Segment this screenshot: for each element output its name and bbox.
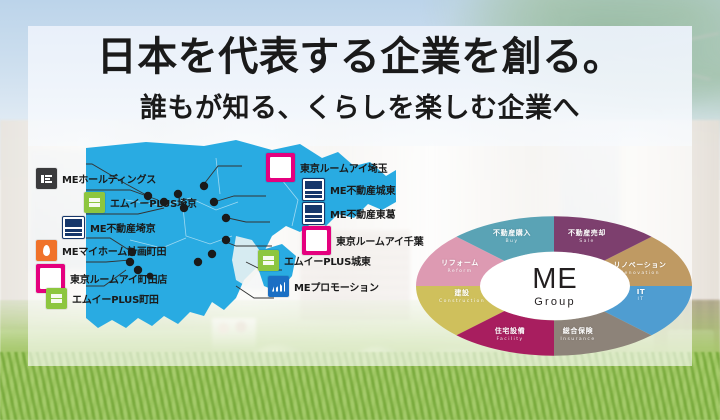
segment-en: Reform (447, 269, 473, 274)
me-fudosan-tile-icon (302, 202, 325, 225)
segment-en: Sale (579, 239, 595, 244)
sidebar-item-me-plus-machida[interactable]: エムイーPLUS町田 (46, 288, 159, 309)
label-text: エムイーPLUS城東 (284, 257, 371, 268)
segment-en: Construction (438, 299, 486, 304)
label-text: 東京ルームアイ埼玉 (300, 164, 388, 175)
logo-sub-text: Group (534, 295, 576, 308)
segment-jp: リフォーム (441, 259, 479, 267)
segment-label-sogo-hoken: 総合保険 Insurance (546, 326, 610, 342)
segment-label-renovation: リノベーション Renovation (602, 260, 678, 276)
label-text: ME不動産東葛 (330, 210, 396, 221)
me-plus-tile-icon (46, 288, 67, 309)
segment-reform[interactable] (416, 236, 506, 286)
sidebar-item-tokyo-roomi-saitama[interactable]: 東京ルームアイ埼玉 (266, 153, 388, 182)
label-text: エムイーPLUS町田 (72, 295, 159, 306)
label-text: ME不動産埼京 (90, 224, 156, 235)
me-group-business-wheel: 不動産購入 Buy 不動産売却 Sale リノベーション Renovation … (416, 216, 692, 356)
sidebar-item-me-fudosan-saikyo[interactable]: ME不動産埼京 (62, 216, 156, 239)
segment-fudosan-kounyu[interactable] (456, 216, 554, 262)
sidebar-item-tokyo-roomi-chiba[interactable]: 東京ルームアイ千葉 (302, 226, 424, 255)
segment-en: Insurance (560, 337, 596, 342)
label-text: ME不動産城東 (330, 186, 396, 197)
sidebar-item-me-plus-saikyo[interactable]: エムイーPLUS埼京 (84, 192, 197, 213)
label-text: エムイーPLUS埼京 (110, 199, 197, 210)
label-text: MEホールディングス (62, 175, 157, 186)
tokyo-bay (232, 236, 262, 286)
segment-jutaku-setsubi[interactable] (456, 310, 554, 356)
segment-fudosan-baikyaku[interactable] (554, 216, 652, 262)
headline-overlay-panel (28, 26, 692, 146)
segment-label-fudosan-baikyaku: 不動産売却 Sale (555, 228, 619, 244)
page-title: 日本を代表する企業を創る。 (96, 34, 624, 80)
segment-en: Renovation (620, 271, 660, 276)
tokyo-roomi-tile-icon (302, 226, 331, 255)
sidebar-item-me-promotion[interactable]: MEプロモーション (268, 276, 379, 297)
sidebar-item-me-fudosan-tokatsu[interactable]: ME不動産東葛 (302, 202, 396, 225)
segment-jp: 建設 (454, 289, 470, 297)
segment-jp: IT (636, 288, 646, 296)
location-dots (125, 181, 231, 280)
me-plus-tile-icon (84, 192, 105, 213)
tokyo-roomi-tile-icon (266, 153, 295, 182)
sidebar-item-me-myhome-machida[interactable]: MEマイホーム計画町田 (36, 240, 166, 261)
segment-label-jutaku-setsubi: 住宅設備 Facility (478, 326, 542, 342)
me-myhome-tile-icon (36, 240, 57, 261)
me-promotion-tile-icon (268, 276, 289, 297)
segment-jp: 不動産売却 (568, 229, 606, 237)
segment-en: Facility (496, 337, 524, 342)
me-fudosan-tile-icon (302, 178, 325, 201)
label-text: 東京ルームアイ町田店 (70, 275, 168, 286)
me-logo-tile-icon (36, 168, 57, 189)
sidebar-item-me-holdings[interactable]: MEホールディングス (36, 168, 156, 189)
sidebar-item-me-fudosan-joto[interactable]: ME不動産城東 (302, 178, 396, 201)
page-subtitle: 誰もが知る、くらしを楽しむ企業へ (140, 93, 580, 124)
segment-label-reform: リフォーム Reform (424, 258, 496, 274)
segment-label-it: IT IT (616, 288, 666, 302)
segment-sogo-hoken[interactable] (554, 310, 652, 356)
sidebar-item-me-plus-joto[interactable]: エムイーPLUS城東 (258, 250, 371, 271)
label-text: MEプロモーション (294, 283, 379, 294)
label-text: MEマイホーム計画町田 (62, 247, 167, 258)
donut-segments (416, 216, 692, 356)
me-plus-tile-icon (258, 250, 279, 271)
segment-jp: 住宅設備 (494, 327, 526, 335)
me-fudosan-tile-icon (62, 216, 85, 239)
me-group-logo: ME Group (480, 252, 630, 320)
segment-jp: リノベーション (613, 261, 667, 269)
prefecture-borders (125, 157, 299, 249)
segment-en: Buy (505, 239, 519, 244)
donut-svg (416, 216, 692, 356)
label-text: 東京ルームアイ千葉 (336, 237, 424, 248)
segment-en: IT (637, 297, 645, 302)
logo-main-text: ME (532, 262, 578, 295)
segment-label-kensetsu: 建設 Construction (430, 288, 494, 304)
segment-jp: 不動産購入 (493, 229, 531, 237)
segment-kensetsu[interactable] (416, 286, 506, 336)
segment-jp: 総合保険 (562, 327, 594, 335)
segment-label-fudosan-kounyu: 不動産購入 Buy (480, 228, 544, 244)
